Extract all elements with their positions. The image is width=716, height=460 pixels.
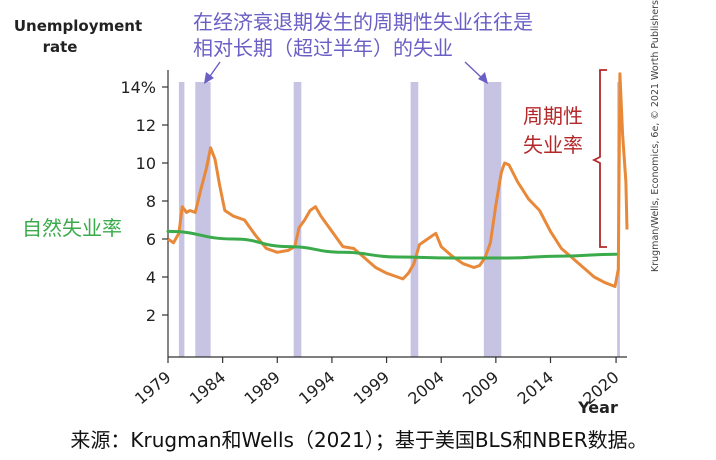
x-tick-label: 1979 (131, 368, 174, 409)
natural-rate-label: 自然失业率 (22, 216, 122, 240)
x-tick-label: 2009 (459, 368, 502, 409)
credit-text: Krugman/Wells, Economics, 6e, © 2021 Wor… (650, 0, 661, 272)
recession-band (293, 82, 302, 357)
source-note: 来源：Krugman和Wells（2021）；基于美国BLS和NBER数据。 (70, 428, 648, 452)
y-tick-label: 6 (146, 230, 156, 249)
y-axis-title: rate (43, 38, 78, 56)
note-arrow-head (478, 72, 488, 84)
recession-note: 在经济衰退期发生的周期性失业往往是 (193, 10, 533, 34)
y-axis-title: Unemployment (14, 17, 142, 35)
y-tick-label: 2 (146, 306, 156, 325)
natural-rate-line (166, 229, 618, 260)
chart-annotations: 在经济衰退期发生的周期性失业往往是相对长期（超过半年）的失业周期性失业率自然失业… (22, 0, 661, 272)
x-tick-label: 1994 (295, 368, 338, 409)
y-tick-label: 14% (120, 78, 156, 97)
y-tick-label: 4 (146, 268, 156, 287)
x-tick-label: 2004 (404, 368, 447, 409)
y-tick-label: 10 (136, 154, 156, 173)
recession-note: 相对长期（超过半年）的失业 (193, 36, 453, 60)
cyclical-bracket (591, 69, 607, 248)
y-tick-label: 12 (136, 116, 156, 135)
cyclical-label: 失业率 (523, 133, 583, 157)
x-tick-label: 1984 (186, 368, 229, 409)
x-tick-label: 2014 (514, 368, 557, 409)
y-tick-label: 8 (146, 192, 156, 211)
unemployment-rate-line (167, 72, 629, 288)
chart-series (166, 72, 629, 288)
note-arrow (464, 61, 484, 80)
recession-band (195, 82, 211, 357)
cyclical-label: 周期性 (523, 104, 583, 128)
x-tick-label: 1989 (240, 368, 283, 409)
recession-band (410, 82, 419, 357)
x-axis-title: Year (577, 398, 618, 417)
x-tick-label: 1999 (350, 368, 393, 409)
note-arrow-head (204, 72, 214, 84)
